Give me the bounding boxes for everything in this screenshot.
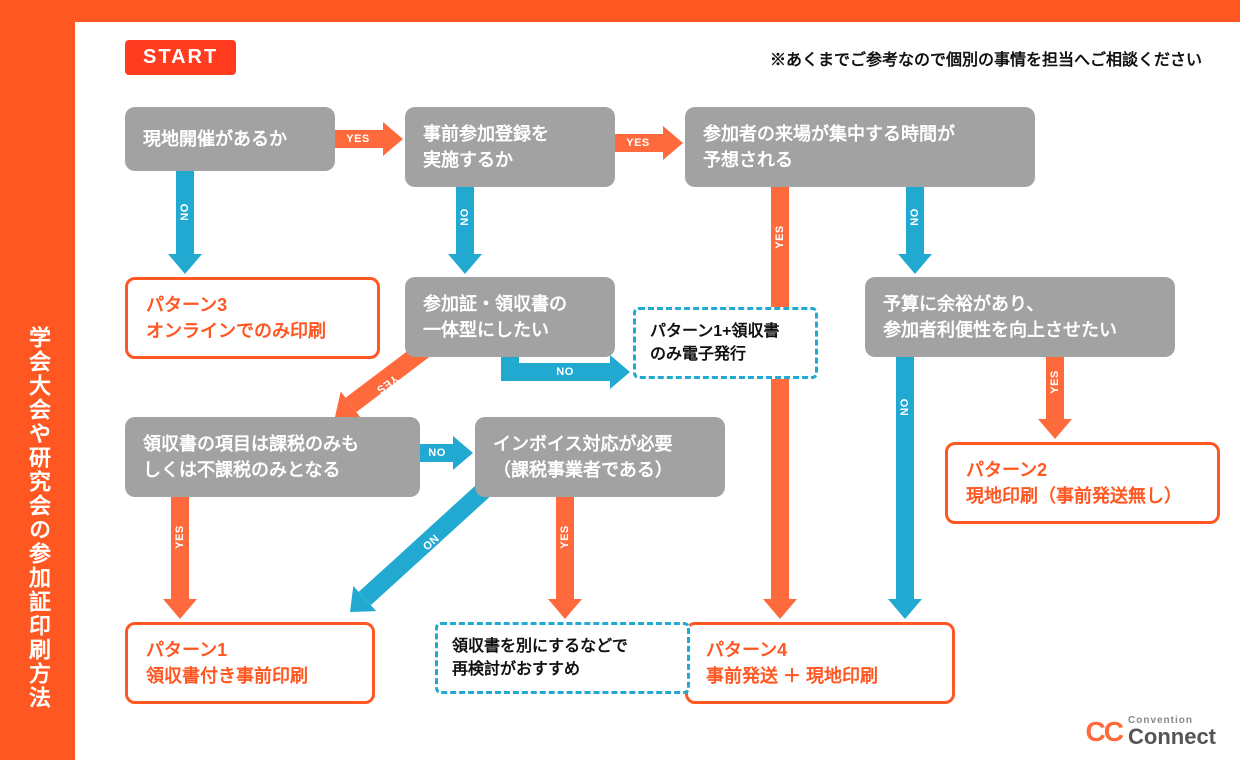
disclaimer-text: ※あくまでご参考なので個別の事情を担当へご相談ください [770, 46, 1202, 70]
arrow-label-q7-r2: YES [1049, 370, 1061, 394]
hint-h2: 領収書を別にするなどで再検討がおすすめ [435, 622, 690, 694]
arrow-label-q6-r1: NO [420, 532, 441, 553]
decision-q3: 参加者の来場が集中する時間が予想される [685, 107, 1035, 187]
sidebar-title: 学会大会や研究会の参加証印刷方法 [22, 326, 54, 710]
arrow-label-q5-r1: YES [174, 525, 186, 549]
hint-h1: パターン1+領収書のみ電子発行 [633, 307, 818, 379]
brand-stack: Convention Connect [1128, 716, 1216, 748]
result-r4: パターン4事前発送 ＋ 現地印刷 [685, 622, 955, 704]
result-r1: パターン1領収書付き事前印刷 [125, 622, 375, 704]
arrow-label-q2-q3: YES [626, 137, 650, 149]
decision-q5: 領収書の項目は課税のみもしくは不課税のみとなる [125, 417, 420, 497]
arrow-label-q6-h2: YES [559, 525, 571, 549]
left-sidebar: 学会大会や研究会の参加証印刷方法 [0, 0, 75, 760]
arrow-label-q3-r4: YES [774, 225, 786, 249]
page: 学会大会や研究会の参加証印刷方法 START ※あくまでご参考なので個別の事情を… [0, 0, 1240, 760]
brand-big: Connect [1128, 726, 1216, 748]
start-badge: START [125, 40, 236, 75]
brand-logo: CC Convention Connect [1086, 716, 1216, 748]
result-r2: パターン2現地印刷（事前発送無し） [945, 442, 1220, 524]
top-bar [75, 0, 1240, 22]
decision-q2: 事前参加登録を実施するか [405, 107, 615, 187]
decision-q6: インボイス対応が必要（課税事業者である） [475, 417, 725, 497]
brand-cc: CC [1086, 718, 1122, 746]
arrow-label-q1-r3: NO [179, 203, 191, 221]
arrow-label-q1-q2: YES [346, 133, 370, 145]
result-r3: パターン3オンラインでのみ印刷 [125, 277, 380, 359]
decision-q4: 参加証・領収書の一体型にしたい [405, 277, 615, 357]
arrow-label-q7-r4: NO [899, 398, 911, 416]
arrow-label-q4-h1: NO [556, 366, 574, 378]
arrow-label-q4-q5: YES [374, 372, 400, 396]
arrow-label-q3-q7: NO [909, 208, 921, 226]
brand-cc-text: CC [1086, 716, 1122, 747]
arrow-label-q5-q6: NO [428, 447, 446, 459]
decision-q1: 現地開催があるか [125, 107, 335, 171]
decision-q7: 予算に余裕があり、参加者利便性を向上させたい [865, 277, 1175, 357]
flowchart-canvas: START ※あくまでご参考なので個別の事情を担当へご相談ください YES YES… [75, 22, 1240, 760]
arrow-label-q2-q4: NO [459, 208, 471, 226]
